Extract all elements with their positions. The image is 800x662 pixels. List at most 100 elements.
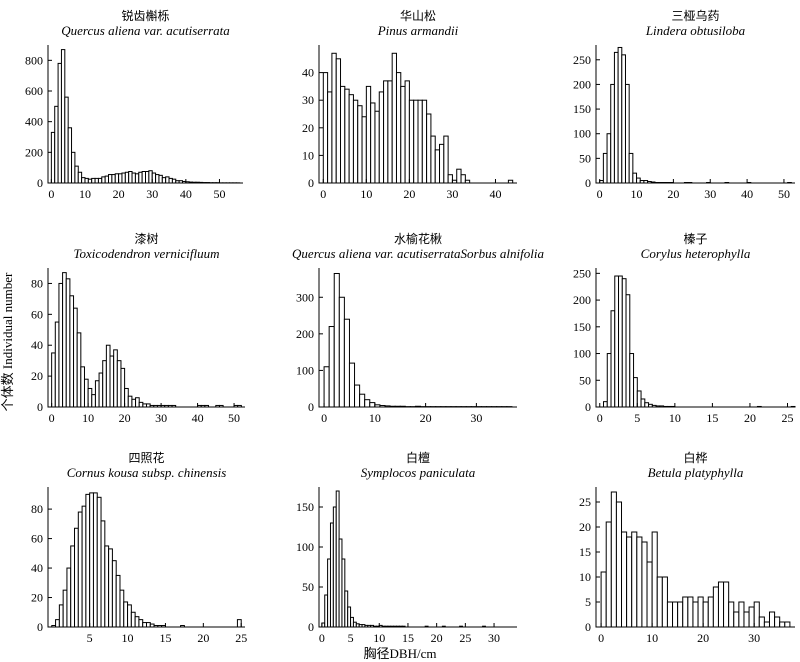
- histogram-bar: [94, 177, 99, 184]
- x-tick-label: 30: [748, 631, 760, 645]
- histogram-bar: [717, 581, 725, 628]
- histogram-bar: [161, 177, 167, 184]
- y-tick-label: 15: [579, 545, 591, 559]
- histogram-bar: [391, 52, 397, 184]
- panel-subtitle: Pinus armandii: [377, 23, 459, 38]
- histogram-bar: [443, 135, 449, 184]
- histogram-bar: [365, 85, 372, 184]
- x-tick-label: 0: [597, 187, 603, 201]
- y-tick-label: 20: [31, 591, 43, 605]
- histogram-bar: [102, 360, 107, 408]
- histogram-bar: [134, 173, 140, 184]
- histogram-bar: [116, 360, 122, 408]
- histogram-bar: [127, 395, 133, 408]
- histogram-bar: [426, 113, 432, 184]
- histogram-bar: [687, 596, 694, 628]
- histogram-bar: [89, 492, 94, 628]
- x-tick-label: 20: [197, 631, 209, 645]
- histogram-bar: [369, 402, 376, 408]
- x-tick-label: 30: [446, 187, 458, 201]
- histogram-bar: [171, 178, 177, 184]
- histogram-bar: [123, 601, 129, 628]
- y-tick-label: 60: [31, 532, 43, 546]
- histogram-bar: [439, 143, 445, 184]
- histogram-bar: [131, 398, 137, 408]
- y-tick-label: 20: [579, 520, 591, 534]
- histogram-bar: [146, 622, 151, 628]
- panel-title: 水榆花楸: [394, 231, 442, 246]
- y-tick-label: 150: [573, 320, 591, 334]
- histogram-bar: [91, 394, 96, 408]
- histogram-bar: [646, 561, 653, 628]
- histogram-bar: [121, 172, 126, 184]
- histogram-bar: [333, 272, 340, 408]
- y-tick-label: 25: [579, 495, 591, 509]
- y-tick-label: 0: [37, 176, 43, 190]
- panel-title: 华山松: [400, 9, 436, 23]
- y-tick-label: 150: [296, 500, 314, 514]
- histogram-bar: [697, 596, 704, 628]
- y-tick-label: 20: [31, 369, 43, 383]
- x-tick-label: 10: [631, 187, 643, 201]
- histogram-bar: [165, 176, 170, 184]
- x-tick-label: 20: [667, 187, 679, 201]
- histogram-bar: [631, 531, 638, 628]
- x-tick-label: 15: [159, 631, 171, 645]
- histogram-bar: [58, 282, 64, 408]
- histogram-bar: [168, 177, 173, 184]
- histogram-bar: [364, 399, 371, 408]
- histogram-bar: [327, 91, 333, 184]
- panel-title: 白檀: [406, 450, 430, 465]
- x-tick-label: 30: [488, 631, 500, 645]
- x-tick-label: 40: [489, 187, 501, 201]
- histogram-bar: [77, 511, 83, 628]
- y-tick-label: 300: [296, 290, 314, 304]
- histogram-bar: [151, 172, 157, 184]
- x-tick-label: 20: [431, 631, 443, 645]
- x-tick-label: 10: [373, 631, 385, 645]
- panel-title: 锐齿槲栎: [121, 9, 169, 23]
- y-tick-label: 80: [31, 502, 43, 516]
- histogram-bar: [610, 310, 616, 408]
- histogram-bar: [408, 99, 415, 184]
- histogram-bar: [615, 501, 623, 628]
- histogram-bar: [618, 275, 623, 408]
- histogram-bar: [124, 171, 130, 184]
- x-tick-label: 30: [704, 187, 716, 201]
- histogram-bar: [81, 177, 86, 184]
- histogram-bar: [70, 545, 76, 628]
- panel-subtitle: Quercus aliena var. acutiserrataSorbus a…: [292, 246, 544, 261]
- x-tick-label: 25: [459, 631, 471, 645]
- histogram-bar: [87, 178, 93, 184]
- x-tick-label: 10: [369, 411, 381, 425]
- histogram-bar: [626, 536, 633, 628]
- histogram-bar: [610, 491, 617, 628]
- histogram-bar: [374, 110, 380, 184]
- histogram-bar: [404, 80, 410, 184]
- histogram-bar: [629, 353, 635, 408]
- x-tick-label: 30: [155, 411, 167, 425]
- histogram-bar: [343, 318, 350, 408]
- histogram-bar: [417, 99, 423, 184]
- histogram-bar: [606, 133, 612, 184]
- histogram-bar: [387, 80, 393, 184]
- panel-subtitle: Symplocos paniculata: [361, 465, 476, 480]
- y-tick-label: 200: [573, 77, 591, 91]
- panel-subtitle: Toxicodendron vernicifluum: [74, 246, 220, 261]
- y-tick-label: 10: [579, 570, 591, 584]
- histogram-bar: [120, 367, 126, 408]
- histogram-bar: [114, 173, 120, 184]
- histogram-bar: [352, 99, 359, 184]
- histogram-bar: [80, 366, 85, 408]
- y-tick-label: 40: [31, 338, 43, 352]
- x-tick-label: 5: [634, 411, 640, 425]
- histogram-bar: [138, 401, 144, 408]
- histogram-bar: [145, 171, 150, 184]
- histogram-bar: [602, 152, 608, 184]
- histogram-bar: [134, 616, 140, 628]
- y-tick-label: 0: [585, 400, 591, 414]
- histogram-bar: [606, 353, 612, 408]
- y-tick-label: 10: [302, 148, 314, 162]
- y-tick-label: 30: [302, 93, 314, 107]
